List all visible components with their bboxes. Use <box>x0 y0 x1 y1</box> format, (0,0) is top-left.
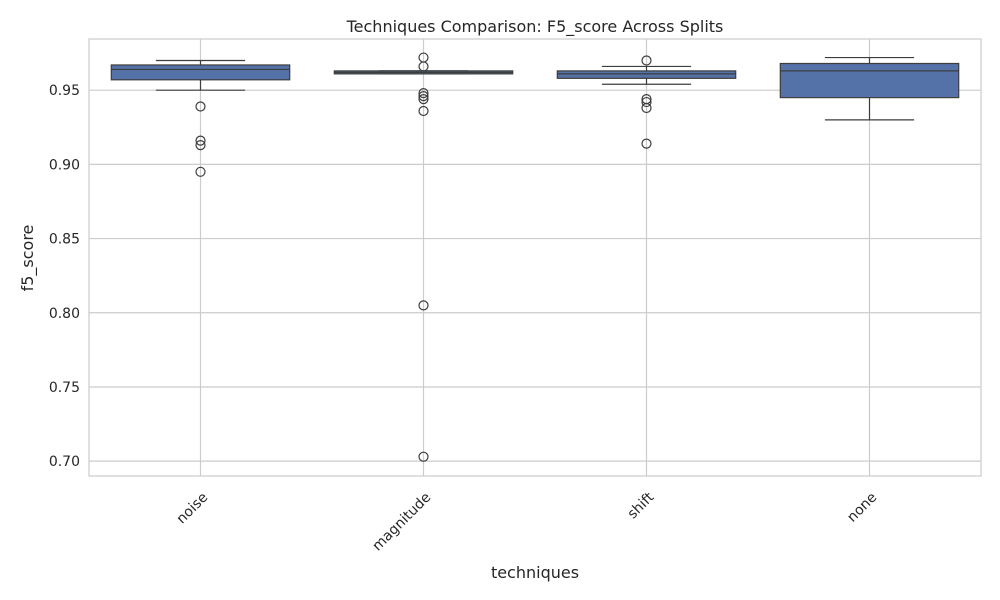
y-axis-label: f5_score <box>18 225 38 292</box>
iqr-box <box>110 64 291 81</box>
outlier-point <box>641 138 652 149</box>
outlier-point <box>641 96 652 108</box>
outlier-point <box>418 300 429 311</box>
y-tick-label: 0.75 <box>49 380 80 396</box>
outlier-point <box>641 55 652 66</box>
y-tick-label: 0.95 <box>49 83 80 99</box>
y-tick-labels: 0.70 0.75 0.80 0.85 0.90 0.95 <box>49 83 80 470</box>
y-tick-label: 0.80 <box>49 306 80 322</box>
outlier-point <box>418 105 429 117</box>
outlier-point <box>195 101 206 112</box>
outlier-point <box>418 93 429 105</box>
iqr-box <box>556 70 737 79</box>
x-tick-label: magnitude <box>369 490 434 555</box>
outlier-point <box>195 135 206 146</box>
x-axis-label: techniques <box>491 563 579 582</box>
x-tick-labels: noise magnitude shift none <box>174 489 881 554</box>
outlier-point <box>641 102 652 114</box>
outlier-point <box>195 139 206 151</box>
outlier-point <box>418 61 429 72</box>
box-series <box>110 52 960 462</box>
box-magnitude <box>333 52 514 462</box>
box-none <box>779 56 960 121</box>
box-noise <box>110 59 291 177</box>
box-shift <box>556 55 737 149</box>
x-tick-label: shift <box>625 489 658 522</box>
y-tick-label: 0.90 <box>49 157 80 173</box>
outlier-point <box>418 88 429 99</box>
outlier-point <box>418 451 429 462</box>
chart-title: Techniques Comparison: F5_score Across S… <box>346 17 724 37</box>
plot-background <box>89 39 981 476</box>
y-tick-label: 0.70 <box>49 454 80 470</box>
iqr-box <box>779 62 960 99</box>
x-tick-label: noise <box>174 490 212 528</box>
outlier-point <box>195 166 206 177</box>
y-tick-label: 0.85 <box>49 232 80 248</box>
outlier-point <box>418 91 429 102</box>
plot-frame <box>88 38 982 477</box>
x-tick-label: none <box>844 490 880 526</box>
